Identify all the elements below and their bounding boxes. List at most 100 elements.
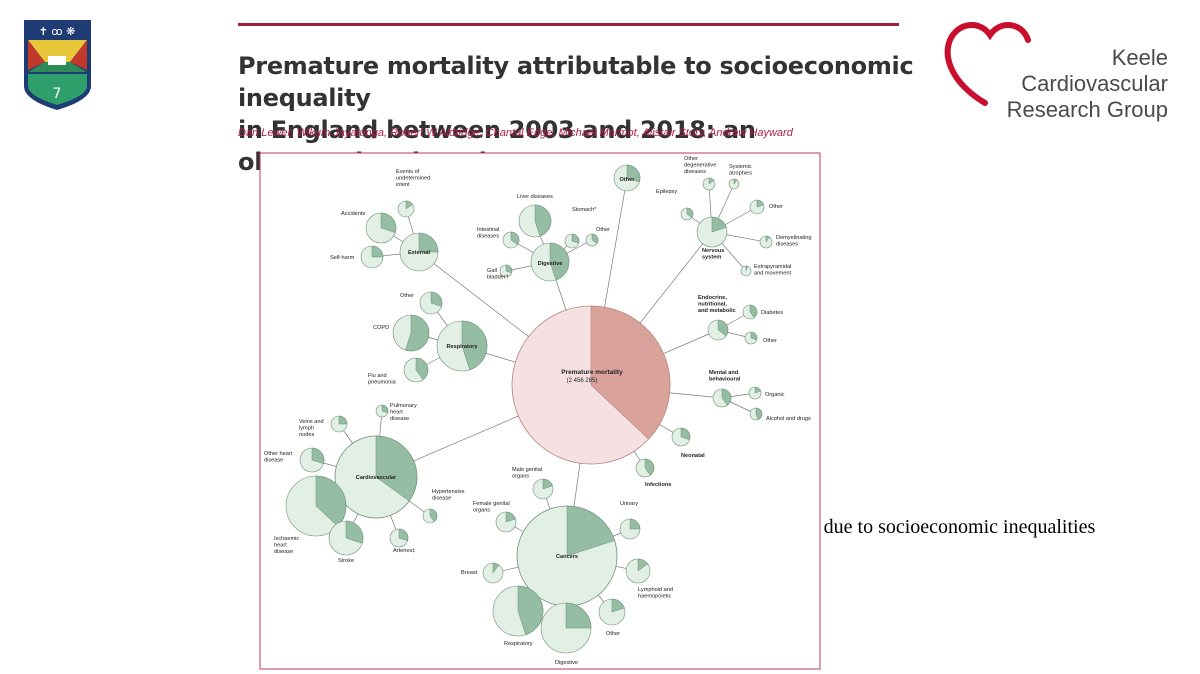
- label-resp-flu: Flu and pneumonia: [368, 373, 397, 386]
- label-can-female: Female genital organs: [473, 501, 510, 514]
- label-mental: Mental and behavioural: [709, 370, 741, 383]
- label-ment-alcohol: Alcohol and drugs: [766, 416, 811, 422]
- node-can-breast-slice: [492, 562, 500, 574]
- node-nervous-slice: [711, 216, 727, 233]
- label-cancers: Cancers: [556, 554, 578, 560]
- node-can-digestive-slice: [565, 602, 592, 629]
- label-cv-arteries: Arteries‡: [393, 548, 415, 554]
- node-can-respiratory-slice: [517, 585, 544, 636]
- center-node-sublabel: (2 456 285): [567, 378, 598, 384]
- title-line-1: Premature mortality attributable to soci…: [238, 52, 914, 112]
- label-cv-pulmonary: Pulmonary heart disease: [390, 403, 417, 422]
- label-neonatal: Neonatal: [681, 453, 705, 459]
- node-ext-accidents-slice: [380, 212, 397, 233]
- label-endo-diabetes: Diabetes: [761, 310, 783, 316]
- node-dig-stomach-slice: [571, 233, 580, 244]
- label-infections: Infections: [645, 482, 671, 488]
- node-cv-arteries-slice: [398, 528, 409, 542]
- node-digestive-slice: [549, 242, 570, 281]
- logo-line-2: Research Group: [1006, 97, 1168, 122]
- label-ment-organic: Organic: [765, 392, 785, 398]
- paper-authors: Dan Lewer, Wikum Jayatunga, Robert W Ald…: [238, 127, 793, 139]
- label-dig-gall: Gall bladder†: [487, 268, 509, 281]
- node-endocrine-slice: [717, 319, 729, 337]
- label-can-urinary: Urinary: [620, 501, 638, 507]
- node-nerv-demyel-slice: [765, 235, 770, 243]
- label-nerv-epilepsy: Epilepsy: [656, 189, 677, 195]
- logo-line-1: Keele Cardiovascular: [1021, 45, 1168, 96]
- label-dig-intestinal: Intestinal diseases: [477, 227, 499, 240]
- label-cv-hypertensive: Hypertensive disease: [432, 489, 465, 502]
- node-ment-alcohol-slice: [755, 407, 763, 421]
- node-dig-other-slice: [591, 233, 599, 244]
- node-ment-organic-slice: [754, 386, 762, 394]
- label-can-other: Other: [606, 631, 620, 637]
- node-cv-hypertensive-slice: [429, 508, 438, 523]
- label-other-top: Other: [620, 177, 636, 183]
- label-digestive: Digestive: [538, 261, 563, 267]
- label-cv-veins: Veins and lymph nodes: [299, 419, 324, 438]
- node-endo-diabetes-slice: [749, 304, 758, 319]
- label-dig-stomach: Stomach*: [572, 207, 597, 213]
- node-ext-selfharm-slice: [371, 245, 384, 258]
- label-cv-otherheart: Other heart disease: [264, 451, 293, 464]
- label-can-male: Male genital organs: [512, 467, 542, 480]
- label-nerv-other: Other: [769, 204, 783, 210]
- label-can-breast: Breast: [461, 570, 478, 576]
- node-external-slice: [418, 232, 439, 253]
- keele-logo-text: Keele Cardiovascular Research Group: [970, 45, 1168, 123]
- label-cv-ischaemic: Ischaemic heart disease: [274, 536, 299, 555]
- node-resp-copd-slice: [405, 314, 430, 352]
- node-nerv-otherdeg-slice: [708, 177, 715, 185]
- label-dig-liver: Liver diseases: [517, 194, 553, 200]
- node-dig-gall-slice: [505, 264, 513, 274]
- node-can-male-slice: [542, 478, 553, 490]
- node-nerv-extra-slice: [745, 265, 748, 272]
- label-nerv-demyel: Demyelinating diseases: [776, 235, 811, 248]
- label-dig-other: Other: [596, 227, 610, 233]
- node-ext-events-slice: [405, 200, 413, 210]
- node-can-urinary-slice: [629, 518, 641, 530]
- node-neonatal-slice: [680, 427, 691, 441]
- label-cardiovascular: Cardiovascular: [356, 475, 397, 481]
- node-dig-intestinal-slice: [510, 231, 520, 246]
- node-cardiovascular-slice: [375, 435, 418, 502]
- label-nervous: Nervous system: [702, 248, 724, 261]
- node-dig-liver-slice: [534, 204, 552, 237]
- title-rule: [238, 23, 899, 26]
- node-cv-otherheart-slice: [311, 447, 325, 465]
- heart-icon: [944, 22, 1031, 106]
- diagram-nodes: [285, 164, 773, 654]
- diagram-labels: Premature mortality (2 456 285) External Ev…: [264, 156, 811, 666]
- node-cv-stroke-slice: [345, 520, 364, 544]
- label-ext-events: Events of undetermined intent: [396, 169, 430, 188]
- node-respiratory-slice: [461, 320, 488, 371]
- label-ext-selfharm: Self-harm: [330, 255, 355, 261]
- node-can-other-slice: [611, 598, 625, 613]
- university-shield-icon: ✝ ꝏ ❋ 7: [24, 20, 91, 110]
- label-nerv-otherdeg: Other degenerative diseases: [684, 156, 716, 175]
- label-cv-stroke: Stroke: [338, 558, 354, 564]
- node-cancers-slice: [566, 505, 615, 557]
- label-resp-copd: COPD: [373, 325, 389, 331]
- label-respiratory: Respiratory: [446, 344, 478, 350]
- label-can-lymphoid: Lymphoid and haemopoietic: [638, 587, 673, 600]
- center-node-label: Premature mortality: [561, 369, 623, 376]
- node-nerv-systemic-slice: [733, 178, 738, 185]
- node-nerv-epilepsy-slice: [686, 207, 694, 218]
- svg-text:✝ ꝏ ❋: ✝ ꝏ ❋: [39, 25, 76, 38]
- label-endocrine: Endocrine, nutritional, and metabolic: [698, 295, 736, 314]
- label-can-respiratory: Respiratory: [504, 641, 533, 647]
- node-can-lymphoid-slice: [637, 558, 649, 572]
- label-resp-other: Other: [400, 293, 414, 299]
- node-other-top-slice: [626, 164, 641, 183]
- label-nerv-extra: Extrapyramidal and movement: [754, 264, 791, 277]
- label-ext-accidents: Accidents: [341, 211, 365, 217]
- svg-text:7: 7: [53, 86, 62, 102]
- node-can-female-slice: [505, 511, 516, 523]
- node-infections-slice: [644, 458, 655, 476]
- node-resp-other-slice: [430, 291, 443, 307]
- node-endo-other-slice: [750, 331, 758, 341]
- node-cv-pulmonary-slice: [381, 404, 389, 414]
